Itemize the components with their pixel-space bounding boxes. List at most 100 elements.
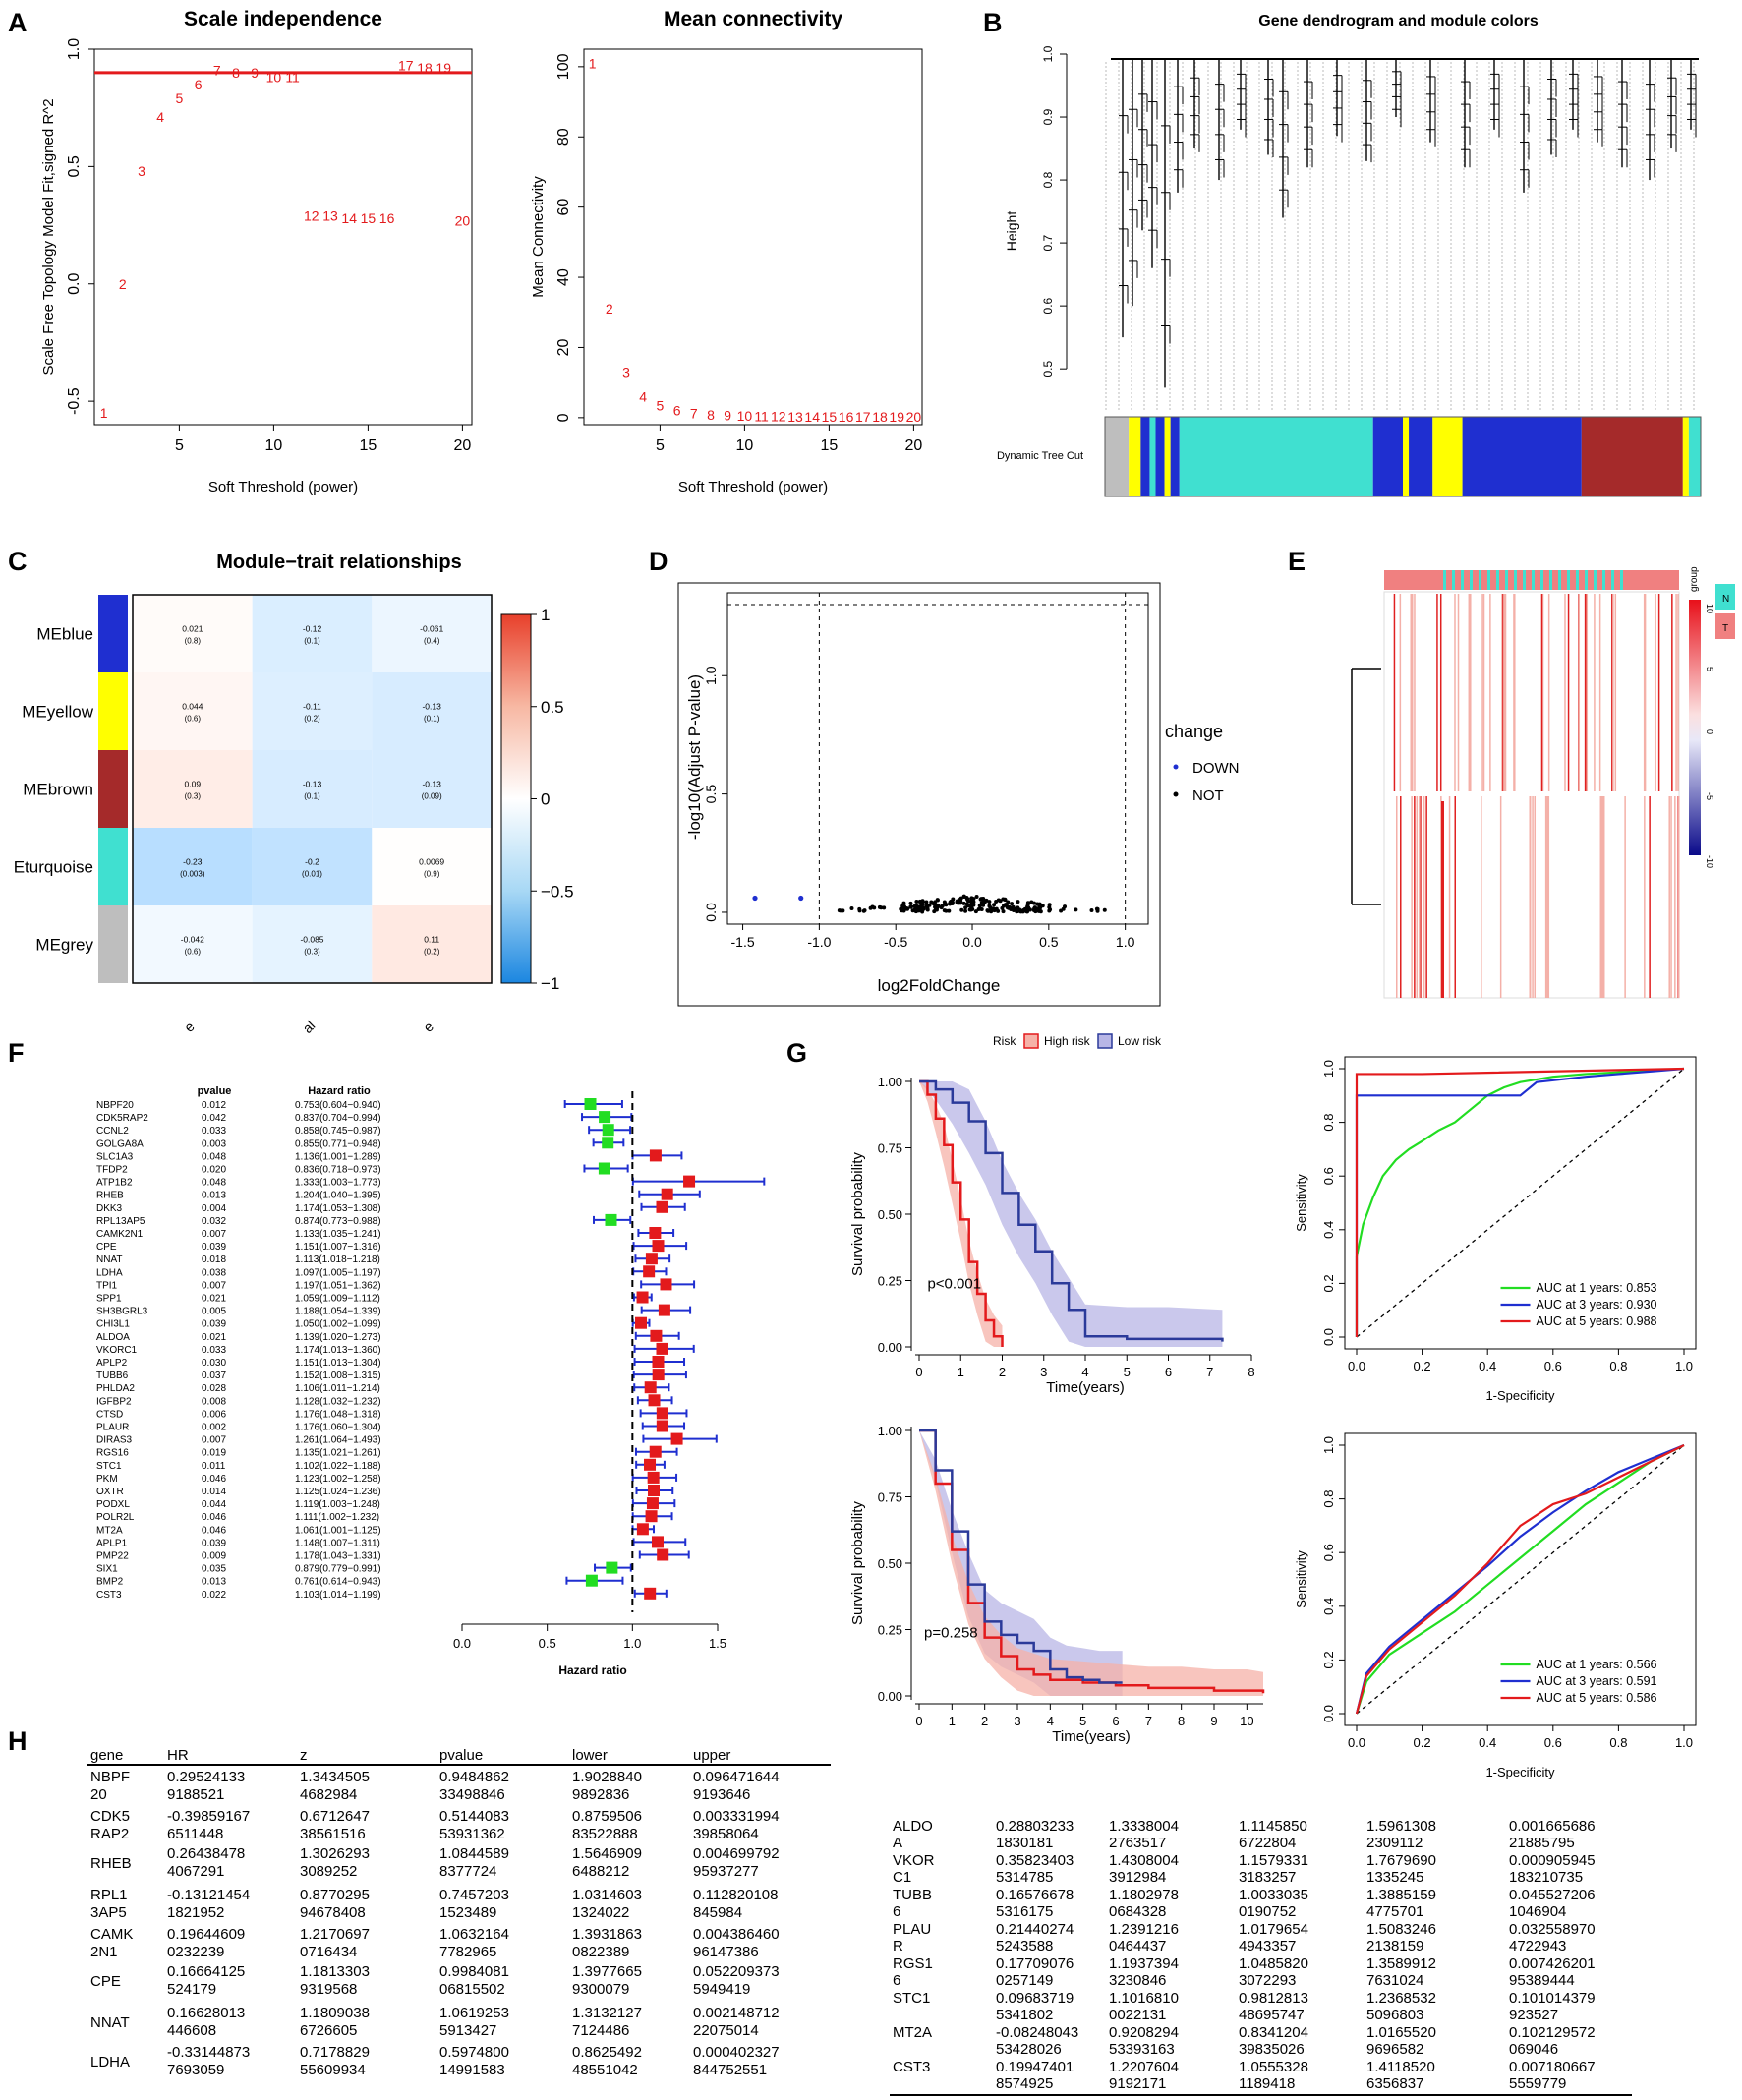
table-cell: 9892836 xyxy=(572,1786,629,1803)
legend-tick-label: −1 xyxy=(541,974,559,993)
heatmap-stripe xyxy=(1502,594,1504,791)
table-cell: 446608 xyxy=(167,2022,216,2039)
heatmap-stripe xyxy=(1416,796,1419,998)
legend-label: AUC at 5 years: 0.988 xyxy=(1537,1314,1657,1328)
group-annotation-normal xyxy=(1540,570,1543,590)
data-point xyxy=(1102,907,1107,912)
heatmap-cell xyxy=(372,905,492,983)
cell-value: -0.13 xyxy=(422,702,441,712)
table-cell: 0.101014379 xyxy=(1509,1990,1596,2007)
x-axis-label: 1-Specificity xyxy=(1485,1765,1555,1779)
data-point-label: 16 xyxy=(839,409,854,425)
data-point-label: 6 xyxy=(673,403,681,419)
table-cell: RAP2 xyxy=(90,1826,129,1842)
y-tick-label: 0.5 xyxy=(1041,361,1055,378)
table-cell: 0.007180667 xyxy=(1509,2059,1596,2075)
table-cell: 1335245 xyxy=(1366,1869,1423,1886)
plot-frame xyxy=(1344,1056,1697,1350)
data-point xyxy=(903,906,908,911)
forest-pvalue: 0.032 xyxy=(202,1216,226,1227)
table-cell: NNAT xyxy=(90,2014,130,2031)
group-annotation-normal xyxy=(1611,570,1614,590)
forest-point xyxy=(683,1175,696,1188)
forest-gene-label: NBPF20 xyxy=(96,1100,134,1111)
data-point-label: 7 xyxy=(690,406,698,422)
forest-hr-text: 1.204(1.040−1.395) xyxy=(295,1191,381,1201)
data-point xyxy=(1012,908,1016,913)
forest-point xyxy=(656,1407,668,1420)
table-cell: 1.5646909 xyxy=(572,1845,642,1862)
table-cell: 0.26438478 xyxy=(167,1845,245,1862)
table-cell: RHEB xyxy=(90,1855,132,1872)
y-tick-label: 0.00 xyxy=(878,1340,902,1355)
forest-hr-text: 1.111(1.002−1.232) xyxy=(295,1512,379,1523)
module-color-segment xyxy=(1688,417,1701,496)
y-tick-label: 0.75 xyxy=(878,1141,902,1156)
table-cell: 33498846 xyxy=(439,1786,505,1803)
data-point xyxy=(1017,907,1022,912)
data-point xyxy=(1040,904,1045,908)
data-point xyxy=(976,907,981,912)
forest-hr-text: 1.136(1.001−1.289) xyxy=(295,1151,381,1162)
forest-pvalue: 0.037 xyxy=(202,1371,226,1381)
table-cell: 0.35823403 xyxy=(996,1852,1074,1869)
table-cell: 21885795 xyxy=(1509,1835,1575,1851)
heatmap-stripe xyxy=(1567,594,1570,791)
group-annotation-normal xyxy=(1585,570,1588,590)
forest-point xyxy=(605,1213,617,1226)
x-tick-label: 0.4 xyxy=(1479,1735,1496,1750)
col-label: al xyxy=(299,1018,318,1036)
panel-label-a: A xyxy=(8,8,28,37)
heatmap-stripe xyxy=(1657,594,1660,791)
legend-swatch-high-risk xyxy=(1023,1033,1039,1049)
legend-group-n xyxy=(1715,584,1735,610)
forest-gene-label: SPP1 xyxy=(96,1294,122,1305)
heatmap-stripe xyxy=(1414,796,1416,998)
group-annotation-normal xyxy=(1576,570,1579,590)
forest-pvalue: 0.046 xyxy=(202,1525,226,1536)
table-cell: 22075014 xyxy=(693,2022,759,2039)
forest-point xyxy=(650,1329,663,1342)
y-tick-label: 0 xyxy=(555,413,572,422)
x-axis-label: Time(years) xyxy=(1046,1379,1124,1396)
y-axis-label: Survival probability xyxy=(849,1501,866,1625)
data-point xyxy=(973,909,978,914)
heatmap-cell xyxy=(133,595,253,672)
data-point-label: 14 xyxy=(341,210,357,226)
table-cell: 0.007426201 xyxy=(1509,1955,1596,1972)
data-point xyxy=(879,905,884,910)
data-point-label: 12 xyxy=(304,208,319,224)
table-cell: -0.33144873 xyxy=(167,2044,250,2061)
forest-hr-text: 0.837(0.704−0.994) xyxy=(295,1113,381,1124)
module-color-swatch xyxy=(98,828,128,905)
table-cell: 0.5144083 xyxy=(439,1808,509,1825)
table-cell: 6 xyxy=(893,1972,900,1989)
data-point xyxy=(920,899,925,904)
heatmap-stripe xyxy=(1440,796,1442,998)
heatmap-stripe xyxy=(1594,594,1596,791)
forest-gene-label: RHEB xyxy=(96,1191,124,1201)
table-cell: RPL1 xyxy=(90,1887,128,1903)
legend-label: Low risk xyxy=(1118,1034,1162,1048)
table-cell: 1.1937394 xyxy=(1109,1955,1179,1972)
legend-colorbar xyxy=(1689,600,1701,855)
legend-group-label: T xyxy=(1722,623,1728,634)
x-tick-label: 0.0 xyxy=(453,1636,471,1651)
data-point-label: 10 xyxy=(737,408,753,424)
data-point xyxy=(992,908,997,913)
forest-pvalue: 0.012 xyxy=(202,1100,226,1111)
forest-gene-label: SLC1A3 xyxy=(96,1151,134,1162)
data-point-label: 5 xyxy=(657,397,665,413)
forest-hr-text: 1.176(1.060−1.304) xyxy=(295,1423,381,1433)
cell-value: 0.021 xyxy=(182,624,203,634)
data-point-label: 8 xyxy=(232,65,240,81)
forest-gene-label: PHLDA2 xyxy=(96,1383,135,1394)
table-cell: 95937277 xyxy=(693,1863,759,1880)
x-tick-label: 2 xyxy=(999,1365,1006,1379)
table-cell: 38561516 xyxy=(300,1826,366,1842)
table-cell: 0190752 xyxy=(1239,1903,1296,1920)
x-tick-label: 1.0 xyxy=(1675,1735,1693,1750)
table-cell: 1046904 xyxy=(1509,1903,1566,1920)
table-cell: 1324022 xyxy=(572,1904,629,1921)
x-tick-label: 1 xyxy=(949,1714,956,1728)
